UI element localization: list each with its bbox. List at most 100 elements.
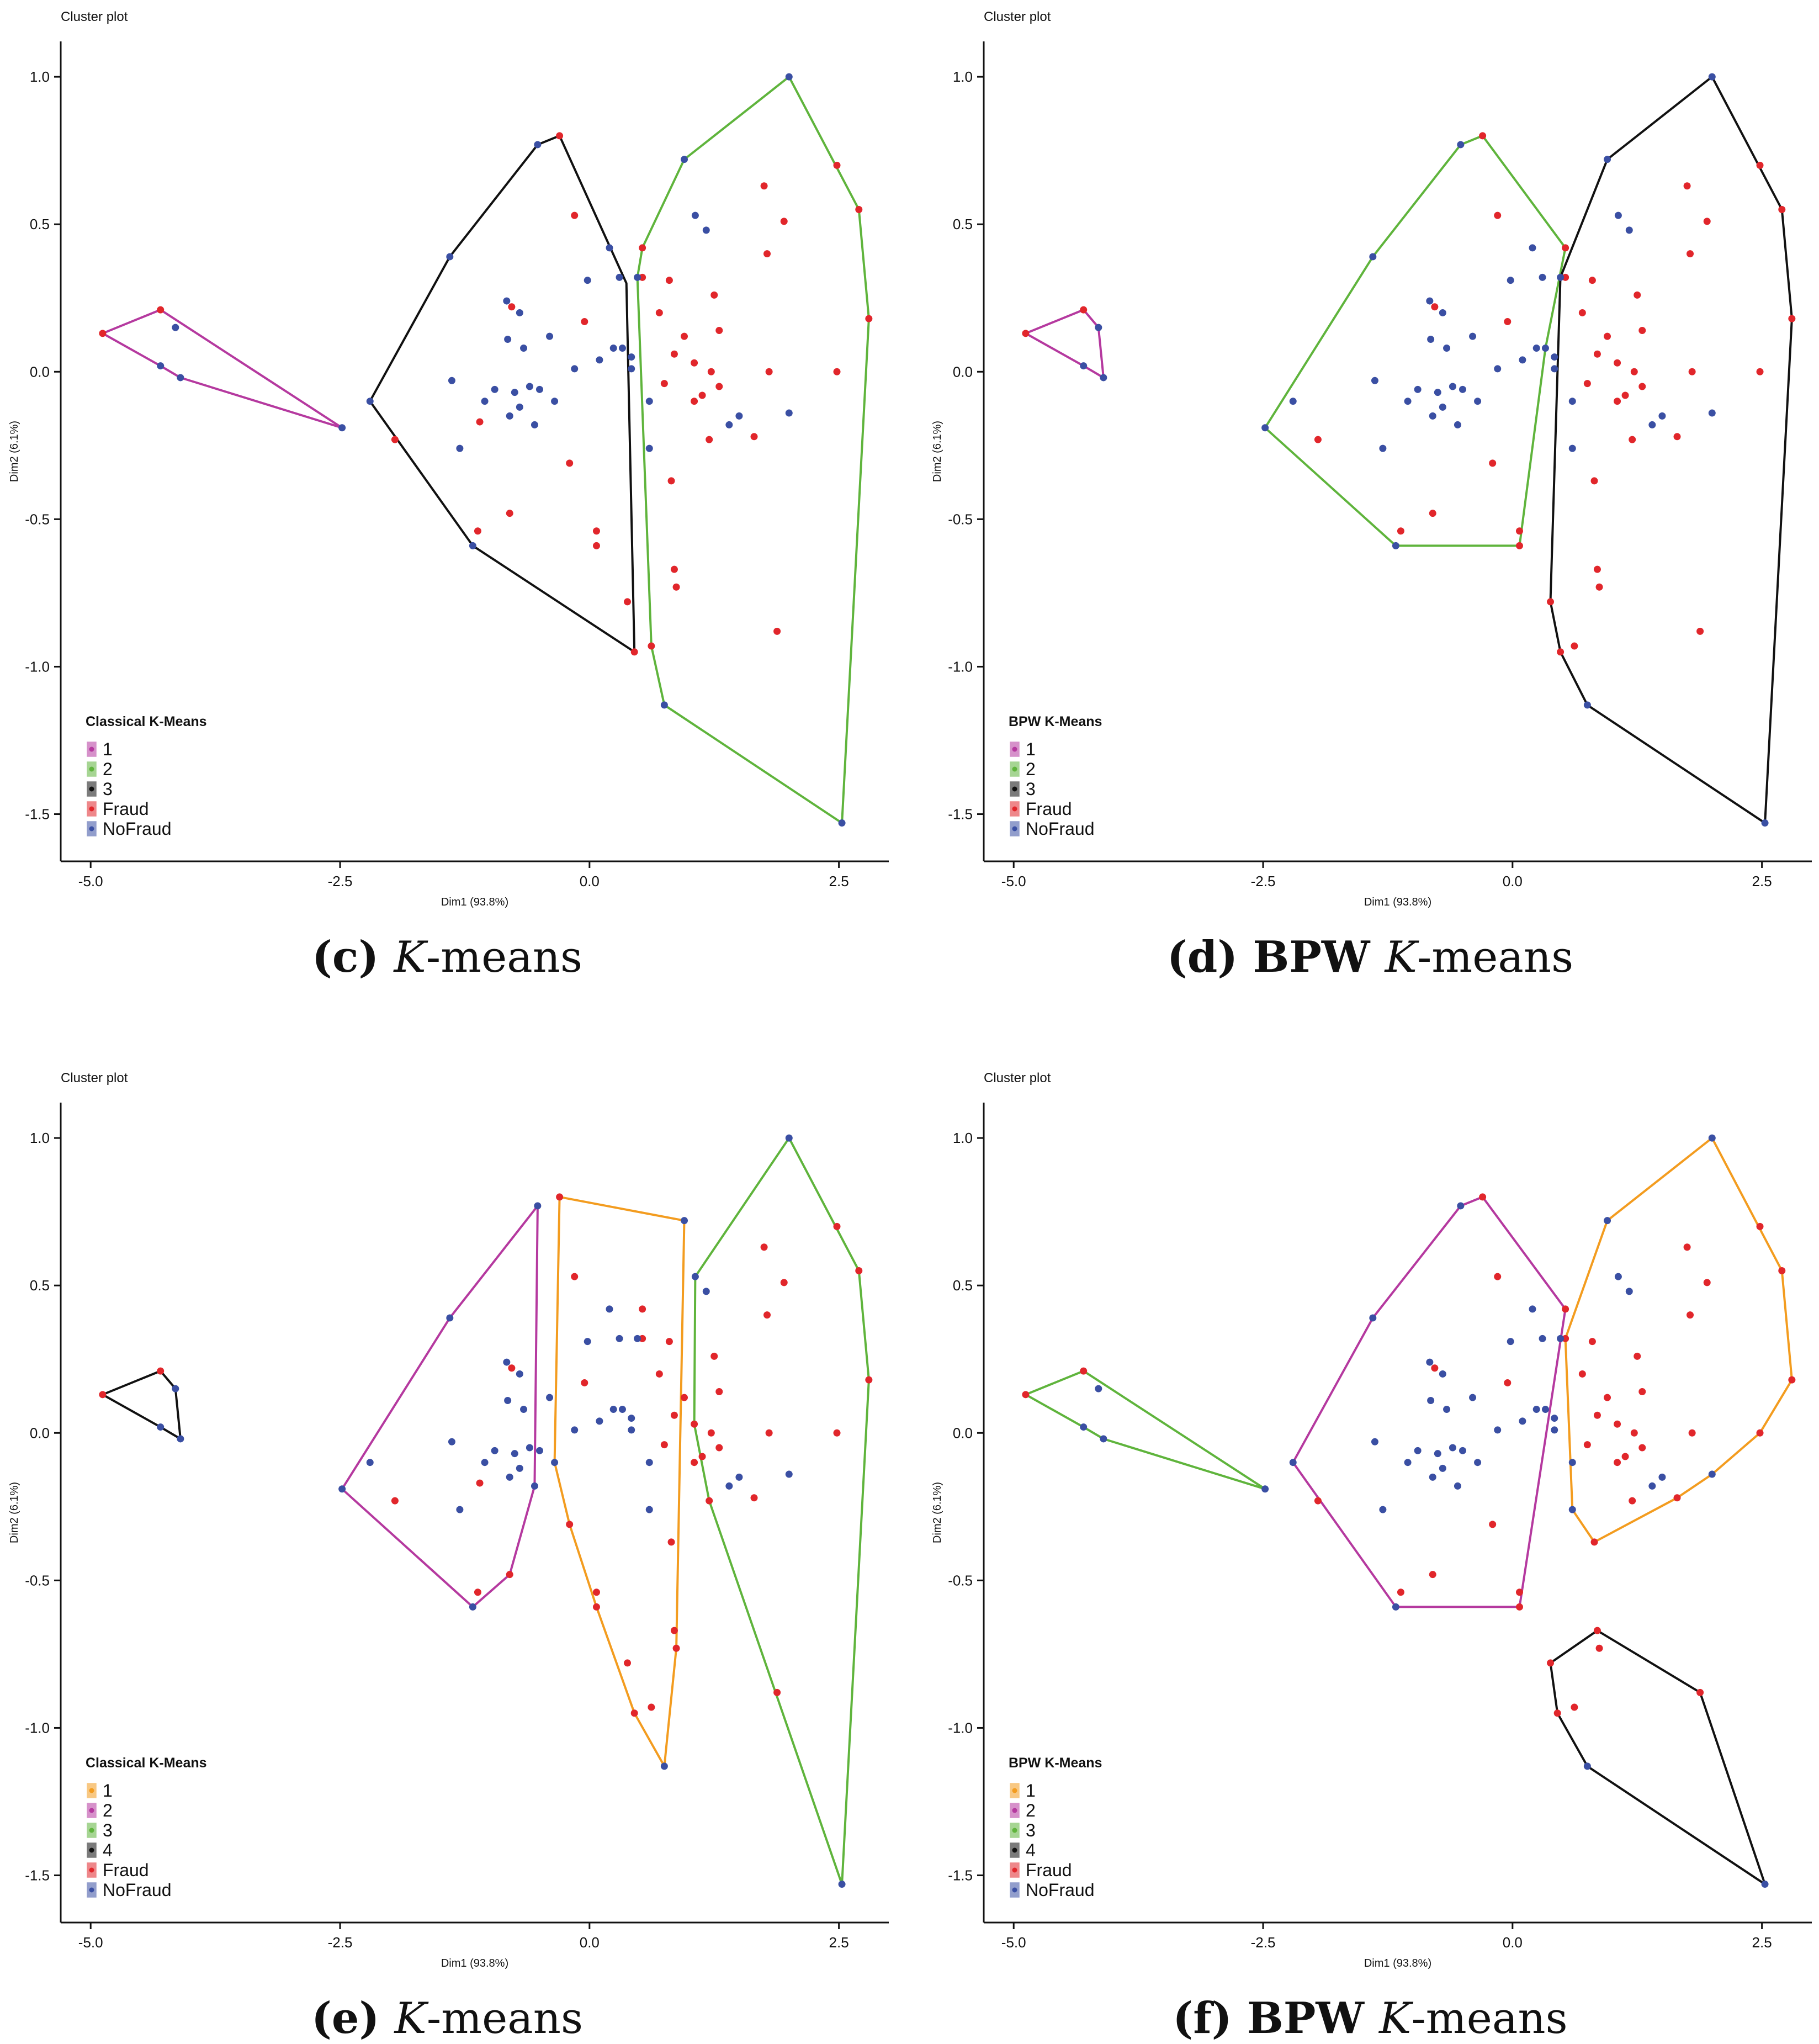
- nofraud-point: [1469, 1394, 1477, 1401]
- fraud-point: [624, 598, 632, 606]
- fraud-point: [706, 1497, 713, 1505]
- fraud-point: [566, 1521, 574, 1528]
- fraud-point: [691, 359, 698, 367]
- nofraud-point: [1289, 1459, 1297, 1466]
- fraud-point: [639, 1305, 646, 1313]
- fraud-point: [1547, 598, 1555, 606]
- fraud-point: [1593, 350, 1601, 358]
- x-tick-label: -2.5: [1251, 873, 1276, 889]
- nofraud-point: [1541, 1406, 1549, 1413]
- nofraud-point: [469, 1603, 476, 1611]
- nofraud-point: [634, 273, 641, 281]
- nofraud-point: [1604, 1217, 1611, 1225]
- y-tick-label: -1.5: [25, 806, 50, 823]
- fraud-point: [1788, 1376, 1796, 1384]
- fraud-point: [592, 1588, 600, 1596]
- fraud-point: [1588, 1338, 1596, 1346]
- nofraud-point: [1459, 385, 1466, 393]
- nofraud-point: [481, 1459, 489, 1466]
- nofraud-point: [1369, 253, 1377, 261]
- nofraud-point: [628, 1426, 635, 1434]
- legend-label: NoFraud: [103, 1880, 172, 1900]
- panel-caption: (d) BPW K-means: [1167, 932, 1573, 982]
- fraud-point: [1504, 317, 1512, 325]
- legend-point: [89, 1788, 94, 1793]
- x-tick-label: -5.0: [1001, 873, 1026, 889]
- fraud-point: [698, 1453, 706, 1460]
- legend-point: [1012, 1788, 1017, 1793]
- fraud-point: [773, 627, 781, 635]
- nofraud-point: [1604, 156, 1611, 163]
- nofraud-point: [506, 1473, 513, 1481]
- legend-point: [1012, 1847, 1017, 1853]
- cluster-hull-3: [369, 134, 636, 653]
- nofraud-point: [520, 1406, 528, 1413]
- y-tick-label: -0.5: [948, 511, 973, 527]
- nofraud-point: [1474, 1459, 1482, 1466]
- nofraud-point: [531, 421, 538, 428]
- fraud-point: [833, 1429, 841, 1437]
- fraud-point: [1788, 315, 1796, 322]
- fraud-point: [691, 1459, 698, 1466]
- fraud-point: [99, 330, 107, 337]
- nofraud-point: [1429, 412, 1436, 420]
- panel-caption: (f) BPW K-means: [1173, 1993, 1567, 2043]
- fraud-point: [592, 527, 600, 535]
- chart-title: Cluster plot: [61, 9, 128, 24]
- fraud-point: [660, 1441, 668, 1449]
- fraud-point: [1553, 1709, 1561, 1717]
- fraud-point: [1314, 436, 1322, 443]
- nofraud-point: [1427, 336, 1435, 343]
- x-tick-label: -2.5: [328, 873, 353, 889]
- fraud-point: [476, 1479, 484, 1487]
- nofraud-point: [1507, 1338, 1514, 1346]
- nofraud-point: [1529, 244, 1536, 252]
- fraud-point: [1515, 527, 1523, 535]
- nofraud-point: [609, 1406, 617, 1413]
- fraud-point: [474, 1588, 481, 1596]
- panel-f: Cluster plot -5.0 -2.5 0.0 2.5 -1.5 -1.0 -0.5 0.…: [931, 1071, 1812, 2043]
- fraud-point: [1629, 1497, 1636, 1505]
- fraud-point: [1756, 161, 1764, 169]
- nofraud-point: [1439, 309, 1446, 316]
- fraud-point: [1593, 565, 1601, 573]
- cluster-hull-1: [1564, 1137, 1793, 1543]
- y-axis-label: Dim2 (6.1%): [931, 1482, 943, 1543]
- fraud-point: [506, 510, 513, 517]
- nofraud-point: [1551, 1415, 1558, 1422]
- nofraud-point: [660, 701, 668, 709]
- fraud-point: [1397, 527, 1404, 535]
- nofraud-point: [691, 1273, 699, 1280]
- fraud-point: [1562, 1335, 1569, 1342]
- nofraud-point: [1625, 226, 1633, 234]
- fraud-point: [763, 1311, 771, 1319]
- nofraud-point: [1658, 412, 1666, 420]
- nofraud-point: [1568, 1506, 1576, 1513]
- nofraud-point: [1414, 385, 1422, 393]
- y-tick-label: -0.5: [948, 1572, 973, 1588]
- legend-point: [1012, 1867, 1017, 1873]
- x-tick-label: -2.5: [1251, 1934, 1276, 1951]
- fraud-point: [571, 1273, 579, 1280]
- nofraud-point: [1379, 1506, 1387, 1513]
- nofraud-point: [1404, 1459, 1412, 1466]
- fraud-point: [760, 182, 768, 190]
- nofraud-point: [157, 1423, 165, 1431]
- fraud-point: [710, 1352, 718, 1360]
- x-tick-label: -5.0: [1001, 1934, 1026, 1951]
- fraud-point: [667, 1538, 675, 1546]
- fraud-point: [474, 527, 481, 535]
- legend-point: [1012, 1828, 1017, 1833]
- legend-point: [89, 806, 94, 812]
- caption-k: K: [1378, 1994, 1414, 2043]
- fraud-point: [1479, 1193, 1487, 1201]
- fraud-point: [592, 542, 600, 549]
- chart-title: Cluster plot: [984, 1071, 1051, 1085]
- nofraud-point: [1371, 377, 1378, 384]
- fraud-point: [707, 1429, 715, 1437]
- nofraud-point: [1080, 362, 1088, 370]
- fraud-point: [698, 391, 706, 399]
- nofraud-point: [446, 253, 454, 261]
- nofraud-point: [1614, 211, 1622, 219]
- nofraud-point: [446, 1314, 454, 1322]
